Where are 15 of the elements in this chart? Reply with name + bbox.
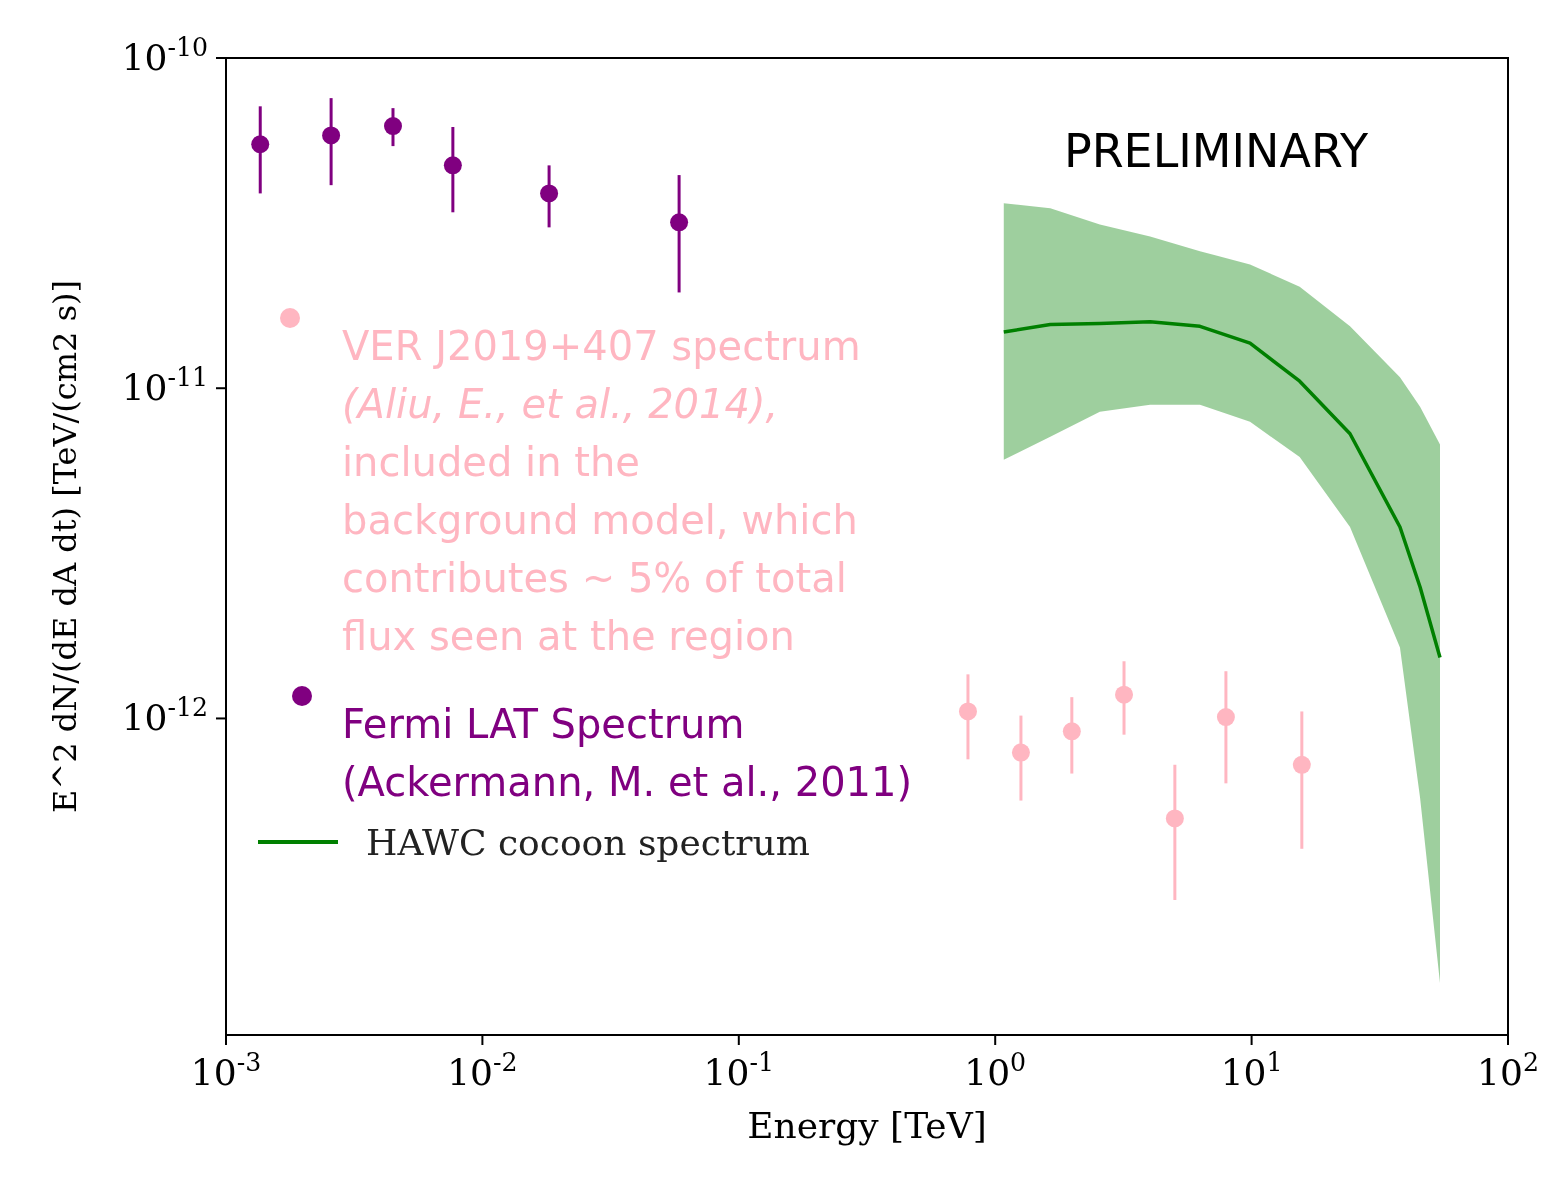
text: VER J2019+407 spectrum (Aliu, E., et al., 2014), included in the background model, which contributes ~ 5% of total flux seen at the region: [342, 323, 861, 659]
y-tick-label: 10$^{-12}$: [121, 692, 208, 739]
x-tick-label: 10$^{0}$: [964, 1047, 1027, 1093]
x-tick-label: 10$^{-3}$: [190, 1047, 262, 1093]
legend-label: HAWC cocoon spectrum: [366, 822, 810, 863]
x-tick-label: 10$^{-2}$: [447, 1047, 518, 1093]
annotation: PRELIMINARY: [1063, 124, 1369, 178]
x-tick-label: 10$^{2}$: [1477, 1047, 1539, 1093]
y-axis-title: E^2 dN/(dE dA dt) [TeV/(cm2 s)]: [46, 279, 84, 814]
x-axis-title: Energy [TeV]: [747, 1105, 987, 1146]
y-tick-label: 10$^{-10}$: [121, 32, 208, 78]
x-tick-label: 10$^{1}$: [1220, 1047, 1283, 1093]
text: Fermi LAT Spectrum (Ackermann, M. et al., 2011): [342, 701, 913, 805]
x-tick-label: 10$^{-1}$: [703, 1047, 774, 1093]
y-tick-label: 10$^{-11}$: [121, 362, 208, 409]
